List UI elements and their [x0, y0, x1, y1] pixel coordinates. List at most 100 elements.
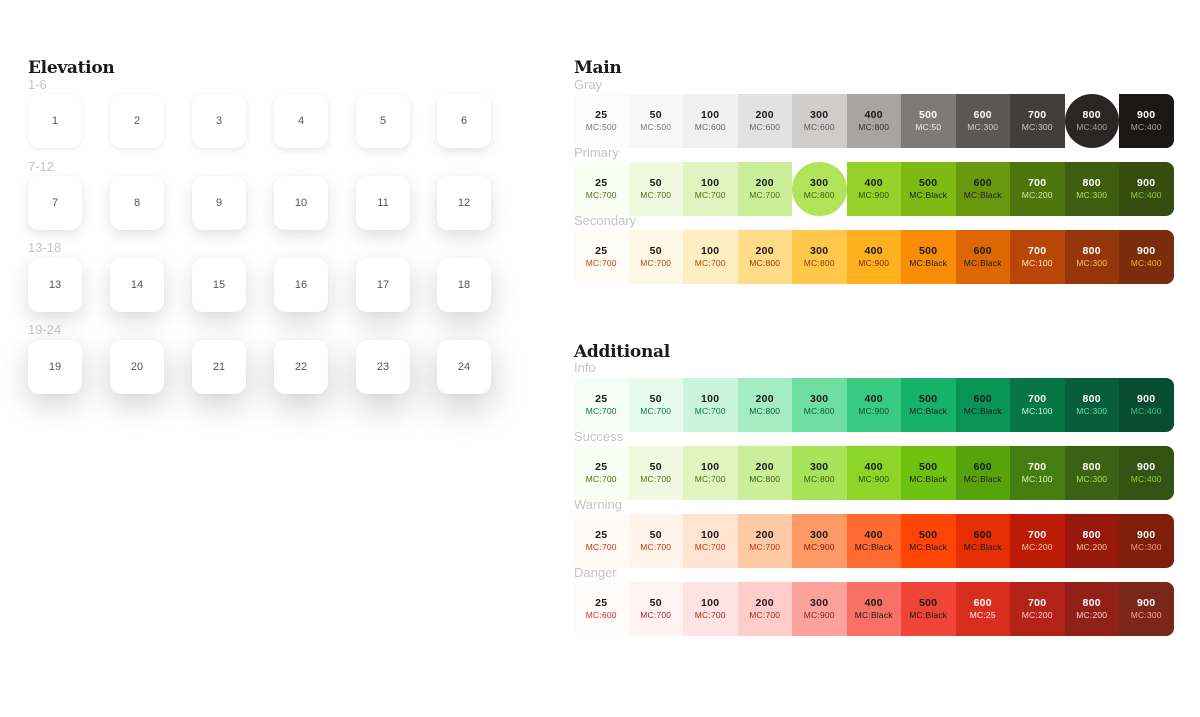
color-swatch[interactable]: 600 MC:Black [955, 446, 1010, 500]
color-swatch[interactable]: 500 MC:50 [901, 94, 956, 148]
color-swatch[interactable]: 600 MC:Black [955, 230, 1010, 284]
color-swatch[interactable]: 200 MC:800 [737, 446, 792, 500]
color-swatch[interactable]: 500 MC:Black [901, 582, 956, 636]
color-swatch[interactable]: 50 MC:700 [628, 378, 683, 432]
swatch-contrast-label: MC:Black [963, 542, 1002, 552]
color-swatch[interactable]: 800 MC:300 [1064, 446, 1119, 500]
color-swatch[interactable]: 300 MC:800 [792, 378, 847, 432]
color-swatch[interactable]: 100 MC:700 [683, 230, 738, 284]
color-swatch[interactable]: 400 MC:900 [846, 230, 901, 284]
color-swatch[interactable]: 300 MC:600 [792, 94, 847, 148]
swatch-contrast-label: MC:700 [640, 610, 672, 620]
color-swatch[interactable]: 900 MC:400 [1119, 378, 1174, 432]
color-swatch[interactable]: 800 MC:300 [1064, 378, 1119, 432]
color-swatch[interactable]: 500 MC:Black [901, 230, 956, 284]
color-swatch[interactable]: 800 MC:200 [1064, 514, 1119, 568]
color-swatch[interactable]: 900 MC:400 [1119, 94, 1174, 148]
swatch-shade: 200 [755, 109, 774, 121]
color-swatch[interactable]: 25 MC:700 [574, 446, 629, 500]
color-swatch[interactable]: 700 MC:100 [1010, 446, 1065, 500]
color-swatch[interactable]: 900 MC:400 [1119, 230, 1174, 284]
color-swatch[interactable]: 25 MC:700 [574, 230, 629, 284]
color-swatch[interactable]: 700 MC:200 [1010, 514, 1065, 568]
color-swatch[interactable]: 300 MC:900 [792, 514, 847, 568]
color-swatch[interactable]: 500 MC:Black [901, 446, 956, 500]
color-swatch[interactable]: 800 MC:200 [1064, 582, 1119, 636]
color-swatch[interactable]: 800 MC:400 [1064, 94, 1119, 148]
color-swatch[interactable]: 25 MC:700 [574, 378, 629, 432]
swatch-contrast-label: MC:100 [1021, 406, 1053, 416]
color-swatch[interactable]: 100 MC:700 [683, 446, 738, 500]
color-swatch[interactable]: 600 MC:Black [955, 514, 1010, 568]
swatch-contrast-label: MC:700 [640, 190, 672, 200]
color-swatch[interactable]: 500 MC:Black [901, 514, 956, 568]
swatch-shade: 400 [864, 109, 883, 121]
color-swatch[interactable]: 900 MC:300 [1119, 582, 1174, 636]
color-swatch[interactable]: 100 MC:700 [683, 582, 738, 636]
color-swatch[interactable]: 900 MC:400 [1119, 446, 1174, 500]
color-swatch[interactable]: 25 MC:600 [574, 582, 629, 636]
color-swatch[interactable]: 50 MC:700 [628, 582, 683, 636]
color-swatch[interactable]: 50 MC:500 [628, 94, 683, 148]
color-swatch[interactable]: 400 MC:900 [846, 378, 901, 432]
color-swatch[interactable]: 200 MC:800 [737, 230, 792, 284]
swatch-shade: 300 [810, 109, 829, 121]
color-swatch[interactable]: 700 MC:100 [1010, 378, 1065, 432]
swatch-shade: 25 [595, 461, 608, 473]
color-swatch[interactable]: 600 MC:25 [955, 582, 1010, 636]
color-swatch[interactable]: 900 MC:400 [1119, 162, 1174, 216]
swatch-contrast-label: MC:300 [1021, 122, 1053, 132]
color-swatch[interactable]: 700 MC:300 [1010, 94, 1065, 148]
color-swatch[interactable]: 50 MC:700 [628, 230, 683, 284]
swatch-shade: 800 [1082, 461, 1101, 473]
color-swatch[interactable]: 500 MC:Black [901, 162, 956, 216]
swatch-shade: 600 [973, 461, 992, 473]
swatch-shade: 700 [1028, 529, 1047, 541]
color-swatch[interactable]: 700 MC:100 [1010, 230, 1065, 284]
color-swatch[interactable]: 100 MC:700 [683, 514, 738, 568]
color-swatch[interactable]: 200 MC:800 [737, 378, 792, 432]
swatch-shade: 500 [919, 529, 938, 541]
swatch-shade: 900 [1137, 597, 1156, 609]
color-swatch[interactable]: 400 MC:800 [846, 94, 901, 148]
swatch-contrast-label: MC:Black [854, 610, 893, 620]
color-swatch[interactable]: 400 MC:900 [846, 162, 901, 216]
color-swatch[interactable]: 500 MC:Black [901, 378, 956, 432]
color-swatch[interactable]: 600 MC:Black [955, 162, 1010, 216]
color-swatch[interactable]: 50 MC:700 [628, 514, 683, 568]
swatch-shade: 900 [1137, 245, 1156, 257]
color-swatch[interactable]: 600 MC:300 [955, 94, 1010, 148]
color-swatch[interactable]: 800 MC:300 [1064, 230, 1119, 284]
color-swatch[interactable]: 25 MC:700 [574, 162, 629, 216]
color-swatch[interactable]: 50 MC:700 [628, 162, 683, 216]
color-swatch[interactable]: 200 MC:700 [737, 162, 792, 216]
swatch-shade: 25 [595, 109, 608, 121]
color-swatch[interactable]: 50 MC:700 [628, 446, 683, 500]
color-swatch[interactable]: 700 MC:200 [1010, 162, 1065, 216]
swatch-contrast-label: MC:700 [749, 542, 781, 552]
color-swatch[interactable]: 100 MC:700 [683, 162, 738, 216]
color-swatch[interactable]: 300 MC:800 [792, 230, 847, 284]
color-swatch[interactable]: 100 MC:600 [683, 94, 738, 148]
color-swatch[interactable]: 900 MC:300 [1119, 514, 1174, 568]
color-swatch[interactable]: 25 MC:700 [574, 514, 629, 568]
color-swatch[interactable]: 800 MC:300 [1064, 162, 1119, 216]
color-swatch[interactable]: 600 MC:Black [955, 378, 1010, 432]
swatch-shade: 800 [1082, 177, 1101, 189]
color-swatch[interactable]: 200 MC:700 [737, 582, 792, 636]
swatch-contrast-label: MC:100 [1021, 474, 1053, 484]
color-swatch[interactable]: 300 MC:800 [792, 162, 847, 216]
color-swatch[interactable]: 25 MC:500 [574, 94, 629, 148]
swatch-contrast-label: MC:200 [1021, 542, 1053, 552]
swatch-shade: 25 [595, 245, 608, 257]
color-swatch[interactable]: 100 MC:700 [683, 378, 738, 432]
elevation-group-label: 1-6 [28, 77, 47, 92]
color-swatch[interactable]: 200 MC:700 [737, 514, 792, 568]
color-swatch[interactable]: 300 MC:900 [792, 582, 847, 636]
color-swatch[interactable]: 400 MC:Black [846, 514, 901, 568]
color-swatch[interactable]: 400 MC:900 [846, 446, 901, 500]
color-swatch[interactable]: 700 MC:200 [1010, 582, 1065, 636]
color-swatch[interactable]: 300 MC:800 [792, 446, 847, 500]
color-swatch[interactable]: 400 MC:Black [846, 582, 901, 636]
color-swatch[interactable]: 200 MC:600 [737, 94, 792, 148]
